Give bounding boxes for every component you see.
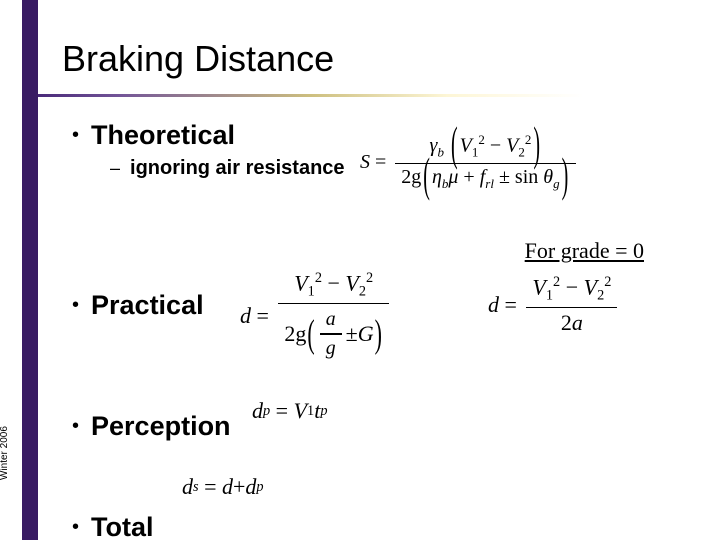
sym: =: [199, 474, 222, 500]
sym: =: [251, 303, 274, 329]
sym: p: [320, 403, 327, 420]
bullet-dash-icon: –: [110, 158, 120, 179]
sym: 2: [604, 274, 611, 290]
sym: a: [572, 310, 583, 335]
sym: p: [263, 403, 270, 420]
bullet-total: • Total: [72, 512, 700, 543]
sym: rl: [485, 176, 494, 191]
sym: g: [320, 335, 342, 362]
sym: +: [463, 166, 474, 188]
bullet-dot-icon: •: [72, 124, 79, 147]
fraction: V12 − V22 2g( a g ± G): [278, 268, 389, 364]
sym: 2: [553, 274, 560, 290]
sym: ±: [499, 166, 510, 188]
sym: d: [245, 474, 256, 500]
sym: d: [182, 474, 193, 500]
formula-total: ds = d + dp: [182, 474, 264, 500]
bullet-label: Perception: [91, 411, 231, 442]
sym: d: [488, 292, 499, 318]
sym: 2: [359, 284, 366, 300]
bullet-label: Total: [91, 512, 154, 543]
formula-practical: d = V12 − V22 2g( a g ± G): [240, 268, 393, 364]
sym: p: [256, 479, 263, 496]
page-title: Braking Distance: [62, 38, 700, 80]
bullet-label: ignoring air resistance: [130, 157, 345, 180]
sym: d: [240, 303, 251, 329]
sym: b: [437, 145, 444, 160]
sym: =: [270, 398, 293, 424]
bullet-dot-icon: •: [72, 516, 79, 539]
sym: d: [252, 398, 263, 424]
sym: 2: [597, 288, 604, 304]
sym: 1: [307, 403, 314, 420]
formula-perception: dp = V1tp: [252, 398, 327, 424]
sym: a: [320, 306, 342, 333]
formula-theoretical: S = γb (V12 − V22) 2g(ηbμ + frl ± sin θg…: [360, 130, 580, 194]
bullet-dot-icon: •: [72, 294, 79, 317]
sym: 1: [308, 284, 315, 300]
sym: G: [358, 321, 374, 347]
sym: V: [345, 270, 358, 295]
sym: 2: [366, 270, 373, 286]
sym: 2: [315, 270, 322, 286]
formula-practical-grade0: d = V12 − V22 2a: [488, 272, 621, 338]
sym: 2g: [401, 166, 421, 188]
accent-sidebar: [22, 0, 38, 540]
sym: 2: [478, 132, 485, 147]
sym: −: [566, 274, 578, 299]
sym: =: [370, 151, 391, 174]
title-area: Braking Distance: [62, 38, 700, 92]
course-label: CEE 320 Winter 2006: [0, 426, 10, 480]
sym: V: [584, 274, 597, 299]
sym: V: [294, 398, 307, 424]
for-grade-note: For grade = 0: [525, 238, 644, 264]
sym: η: [432, 166, 442, 188]
bullet-label: Theoretical: [91, 120, 235, 151]
sym: θ: [543, 166, 553, 188]
fraction: γb (V12 − V22) 2g(ηbμ + frl ± sin θg): [395, 130, 576, 194]
sym: 2g: [284, 321, 306, 347]
sym: V: [294, 270, 307, 295]
sym: V: [532, 274, 545, 299]
sym: +: [233, 474, 245, 500]
fraction: V12 − V22 2a: [526, 272, 617, 338]
bullet-perception: • Perception: [72, 411, 700, 442]
sym: −: [490, 135, 501, 157]
course-term: Winter 2006: [0, 426, 10, 480]
bullet-dot-icon: •: [72, 415, 79, 438]
sym: ±: [346, 321, 358, 347]
bullet-label: Practical: [91, 290, 204, 321]
sym: S: [360, 151, 370, 174]
sym: −: [327, 270, 339, 295]
sym: =: [499, 292, 522, 318]
title-underline: [38, 94, 720, 97]
sym: g: [553, 176, 560, 191]
sym: V: [506, 135, 518, 157]
sym: 2: [525, 132, 532, 147]
sym: d: [222, 474, 233, 500]
sym: 1: [546, 288, 553, 304]
sym: V: [460, 135, 472, 157]
